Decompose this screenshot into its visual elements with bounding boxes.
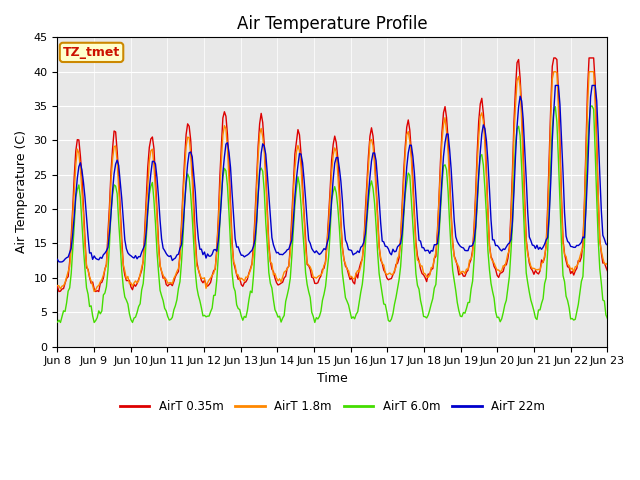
Title: Air Temperature Profile: Air Temperature Profile bbox=[237, 15, 428, 33]
Text: TZ_tmet: TZ_tmet bbox=[63, 46, 120, 59]
Y-axis label: Air Temperature (C): Air Temperature (C) bbox=[15, 131, 28, 253]
X-axis label: Time: Time bbox=[317, 372, 348, 385]
Legend: AirT 0.35m, AirT 1.8m, AirT 6.0m, AirT 22m: AirT 0.35m, AirT 1.8m, AirT 6.0m, AirT 2… bbox=[115, 396, 550, 418]
